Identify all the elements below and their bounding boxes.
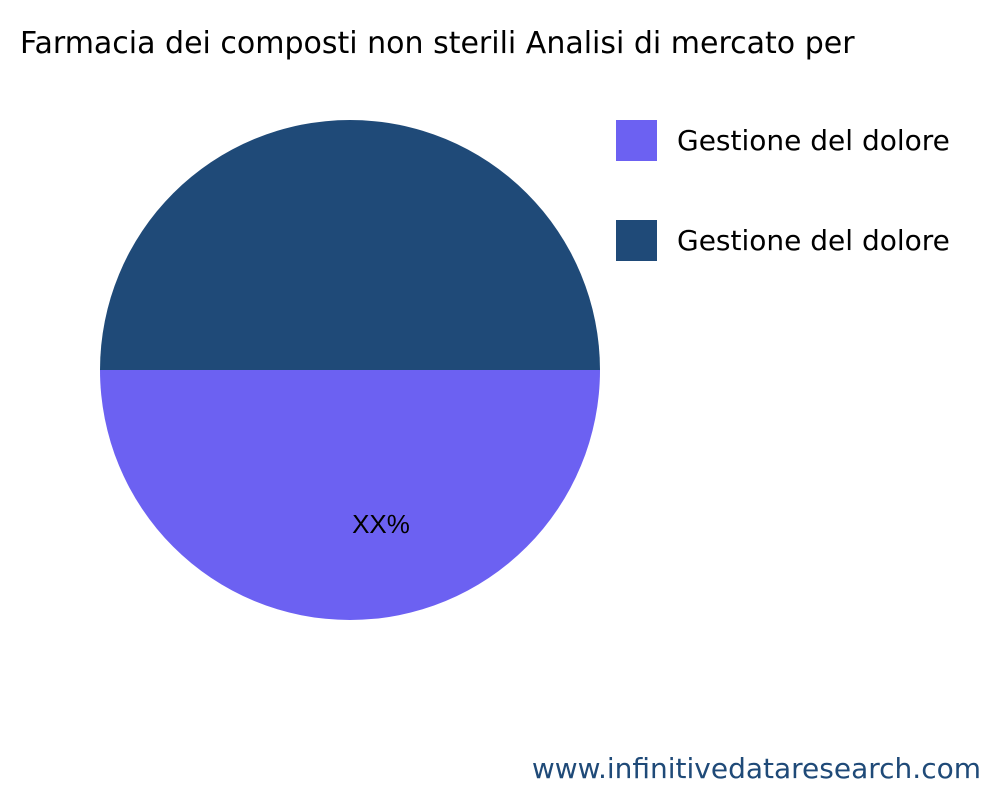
legend-swatch [616, 219, 657, 261]
website-link[interactable]: www.infinitivedataresearch.com [531, 752, 981, 785]
legend-label: Gestione del dolore [677, 123, 950, 157]
legend-swatch [616, 119, 657, 161]
legend-label: Gestione del dolore [677, 223, 950, 257]
pie-slice [100, 120, 600, 370]
legend-item: Gestione del dolore [616, 119, 950, 161]
chart-title: Farmacia dei composti non sterili Analis… [20, 26, 855, 61]
slice-label: XX% [352, 509, 410, 539]
pie-slice [100, 370, 600, 620]
legend-item: Gestione del dolore [616, 219, 950, 261]
